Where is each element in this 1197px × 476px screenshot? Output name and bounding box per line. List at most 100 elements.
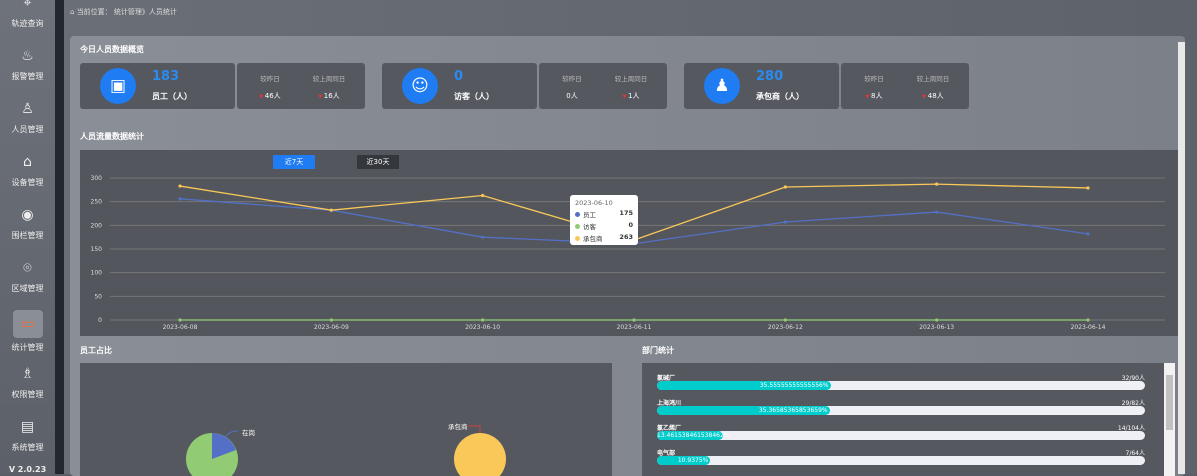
sidebar-item-label: 区域管理 <box>11 284 44 293</box>
page-scrollbar[interactable] <box>1178 42 1185 474</box>
pie-label-line <box>224 430 239 439</box>
alarm-icon: ♨ <box>21 48 34 64</box>
stats-icon: ▭ <box>12 310 43 338</box>
scrollbar[interactable] <box>1164 363 1175 476</box>
sidebar-item-0[interactable]: ⌖ 轨迹查询 <box>0 0 55 29</box>
card-label: 访客（人） <box>454 92 494 101</box>
x-tick-label: 2023-06-13 <box>919 324 954 331</box>
overview-card: ▣ 183 员工（人） <box>80 63 235 109</box>
pie-slice-contractor[interactable] <box>454 433 506 476</box>
tab-7-days[interactable]: 近7天 <box>273 155 315 169</box>
sidebar-item-6[interactable]: ▭ 统计管理 <box>0 310 55 353</box>
trend-chart: 近7天 近30天 0 50 100 150 200 250 300 2023-06-08 202… <box>80 150 1178 336</box>
sidebar-item-3[interactable]: ⌂ 设备管理 <box>0 151 55 188</box>
data-point <box>1086 186 1090 190</box>
card-label: 员工（人） <box>152 92 192 101</box>
down-arrow-icon: ▼ <box>318 94 324 100</box>
visitor-icon: ☺ <box>402 68 438 104</box>
data-point <box>178 318 182 322</box>
area-icon: ⌾ <box>23 260 32 276</box>
dept-row: 氯乙烯厂 14/104人 13.461538461538462% <box>657 425 1145 440</box>
down-arrow-icon: ▼ <box>922 94 928 100</box>
tab-30-days[interactable]: 近30天 <box>357 155 399 169</box>
y-tick-label: 100 <box>91 270 103 277</box>
sidebar-item-label: 设备管理 <box>11 178 44 187</box>
y-tick-label: 50 <box>94 293 102 300</box>
y-tick-label: 200 <box>91 222 103 229</box>
overview-card: ☺ 0 访客（人） <box>382 63 537 109</box>
overview-card: ♟ 280 承包商（人） <box>684 63 839 109</box>
y-tick-label: 250 <box>91 199 103 206</box>
card-value: 183 <box>152 69 180 84</box>
pie-title: 员工占比 <box>80 346 112 355</box>
pie-slice-onduty[interactable] <box>212 433 236 459</box>
pie-chart: 在岗 承包商 <box>80 363 612 476</box>
sidebar-item-label: 统计管理 <box>11 343 44 352</box>
y-tick-label: 0 <box>98 317 102 324</box>
compare-card: 较昨日 较上周同日 ▼ 46人 ▼ 16人 <box>237 63 365 109</box>
stats-panel: 今日人员数据概览 ▣ 183 员工（人） 较昨日 较上周同日 ▼ 46人 ▼ 1… <box>70 36 1185 476</box>
data-point <box>935 210 939 214</box>
group-icon: ♟ <box>704 68 740 104</box>
dept-title: 部门统计 <box>642 346 674 355</box>
chart-tooltip: 2023-06-10 员工 175 访客 0 承包商 263 <box>570 195 638 245</box>
version-label: V 2.0.23 <box>8 465 47 474</box>
pie-label: 在岗 <box>242 429 255 437</box>
compare-card: 较昨日 较上周同日 0人 ▼ 1人 <box>539 63 667 109</box>
x-tick-label: 2023-06-08 <box>163 324 198 331</box>
data-point <box>783 185 787 189</box>
data-point <box>481 318 485 322</box>
dept-row: 电气部 7/64人 10.9375% <box>657 450 1145 465</box>
pie-label: 承包商 <box>448 423 468 431</box>
sidebar-item-label: 人员管理 <box>11 125 44 134</box>
badge-icon: ▣ <box>100 68 136 104</box>
sidebar-item-label: 轨迹查询 <box>11 19 44 28</box>
dept-progress-bar: 13.461538461538462% <box>657 431 1145 440</box>
data-point <box>329 318 333 322</box>
people-icon: ♙ <box>21 101 34 117</box>
dept-progress-bar: 10.9375% <box>657 456 1145 465</box>
data-point <box>481 193 485 198</box>
data-point <box>632 318 636 322</box>
data-point <box>935 318 939 322</box>
sidebar-item-1[interactable]: ♨ 报警管理 <box>0 45 55 82</box>
sidebar-item-4[interactable]: ◉ 围栏管理 <box>0 204 55 241</box>
data-point <box>783 318 787 322</box>
sidebar: ⌖ 轨迹查询 ♨ 报警管理 ♙ 人员管理 ⌂ 设备管理 ◉ 围栏管理 ⌾ 区域管理 ▭ 统计管理 ♗ 权限管理… <box>0 0 55 474</box>
dept-list: 氯碱厂 32/90人 35.55555555555556% 上海鸿川 29/82… <box>642 363 1175 476</box>
sidebar-item-2[interactable]: ♙ 人员管理 <box>0 98 55 135</box>
device-icon: ⌂ <box>23 154 32 170</box>
sidebar-item-7[interactable]: ♗ 权限管理 <box>0 363 55 400</box>
home-icon[interactable]: ⌂ <box>70 8 75 16</box>
x-tick-label: 2023-06-12 <box>768 324 803 331</box>
sidebar-item-5[interactable]: ⌾ 区域管理 <box>0 257 55 294</box>
breadcrumb: ⌂ 当前位置： 统计管理》人员统计 <box>70 8 177 16</box>
sidebar-divider <box>55 0 64 474</box>
down-arrow-icon: ▼ <box>622 94 628 100</box>
trend-title: 人员流量数据统计 <box>80 132 144 141</box>
x-tick-label: 2023-06-14 <box>1071 324 1106 331</box>
data-point <box>783 220 787 224</box>
sidebar-item-label: 报警管理 <box>11 72 44 81</box>
permission-icon: ♗ <box>21 366 34 382</box>
track-icon: ⌖ <box>23 0 32 11</box>
card-value: 280 <box>756 69 784 84</box>
data-point <box>481 235 485 239</box>
sidebar-item-label: 系统管理 <box>11 443 44 452</box>
down-arrow-icon: ▼ <box>865 94 871 100</box>
main-content: ⌂ 当前位置： 统计管理》人员统计 今日人员数据概览 ▣ 183 员工（人） 较… <box>64 0 1197 476</box>
pie-label-line <box>468 425 481 433</box>
data-point <box>935 182 939 186</box>
y-tick-label: 300 <box>91 175 103 182</box>
data-point <box>329 208 333 212</box>
data-point <box>178 184 182 188</box>
y-tick-label: 150 <box>91 246 103 253</box>
compare-card: 较昨日 较上周同日 ▼ 8人 ▼ 48人 <box>841 63 969 109</box>
system-icon: ▤ <box>20 419 35 435</box>
sidebar-item-8[interactable]: ▤ 系统管理 <box>0 416 55 453</box>
dept-row: 上海鸿川 29/82人 35.36585365853659% <box>657 400 1145 415</box>
fence-icon: ◉ <box>21 207 34 223</box>
dept-row: 氯碱厂 32/90人 35.55555555555556% <box>657 375 1145 390</box>
down-arrow-icon: ▼ <box>259 94 265 100</box>
data-point <box>1086 232 1090 236</box>
